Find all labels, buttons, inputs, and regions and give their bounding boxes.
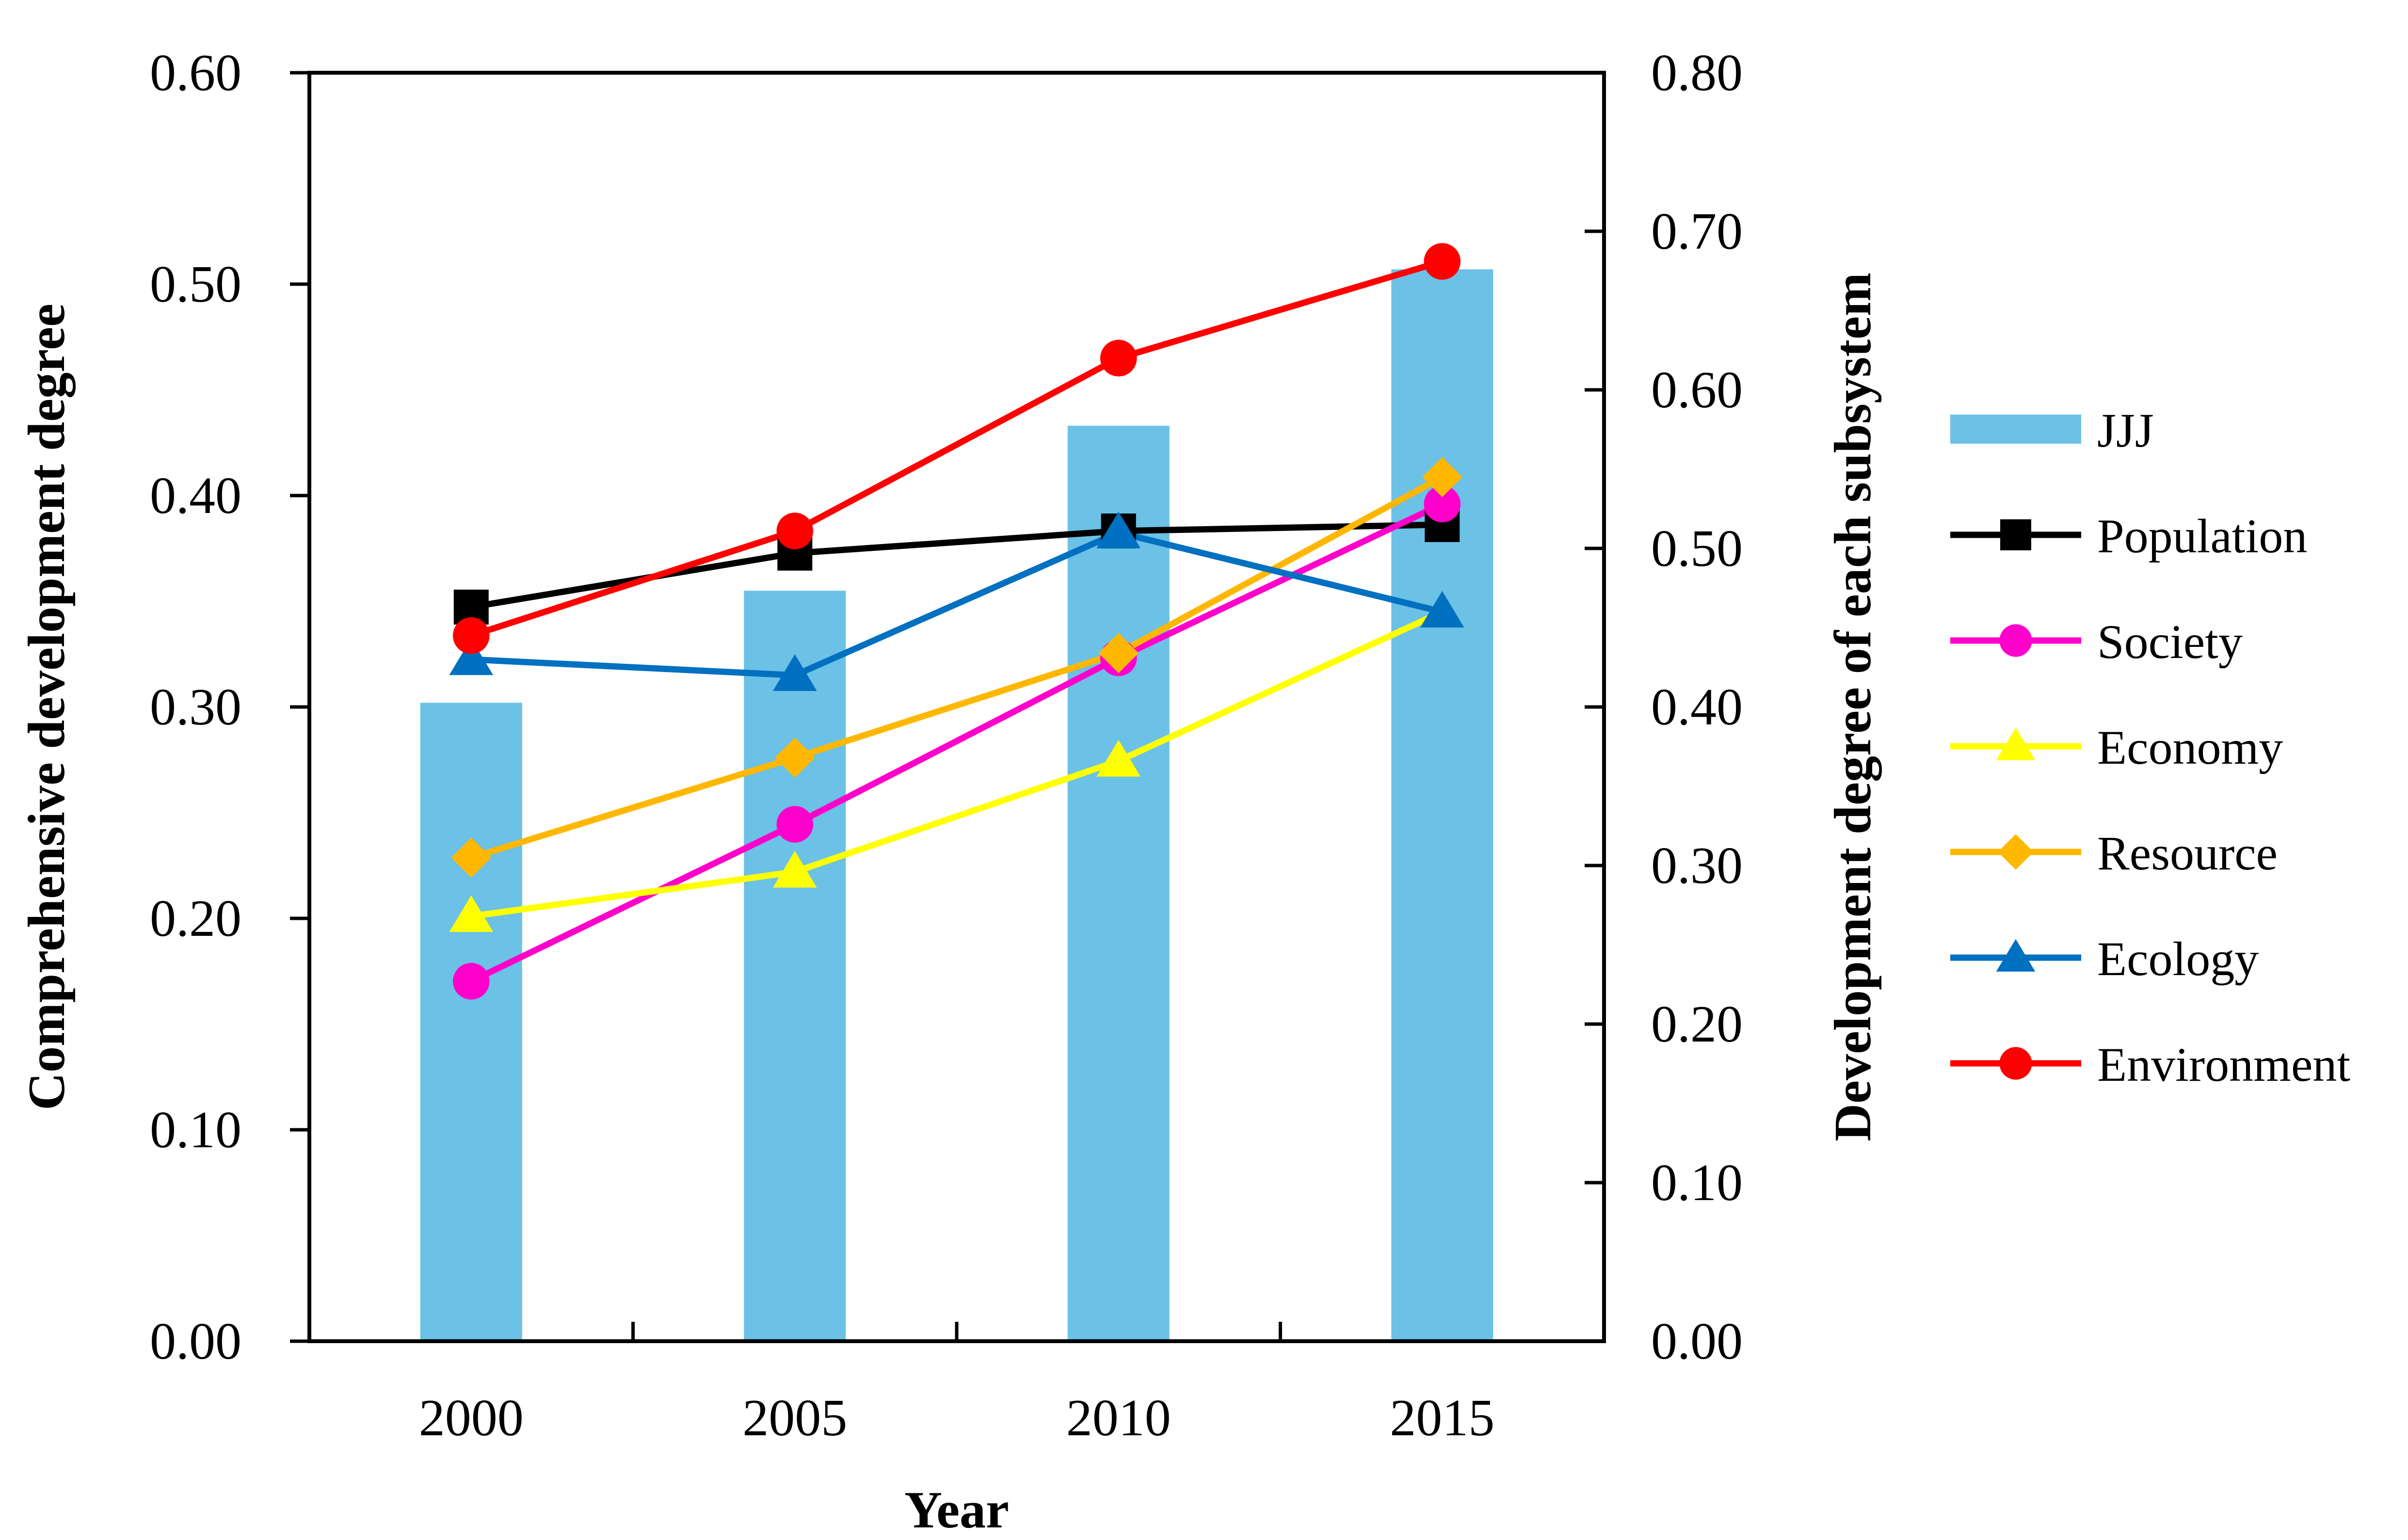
legend-label-economy: Economy	[2097, 721, 2283, 774]
point-ecology-2000	[449, 638, 494, 675]
series-line-ecology	[468, 529, 1445, 679]
lines-layer	[468, 258, 1445, 985]
point-environment-2000	[452, 617, 490, 654]
series-line-economy	[468, 609, 1445, 920]
right-tick-label: 0.00	[1651, 1313, 1743, 1370]
legend: JJJ Population Society Economy Resource Ecolo…	[1950, 403, 2350, 1091]
left-tick-label: 0.20	[150, 890, 241, 947]
bar-jjj-2005	[744, 591, 846, 1341]
point-society-2015	[1424, 485, 1461, 523]
point-environment-2005	[776, 513, 814, 549]
legend-label-ecology: Ecology	[2097, 932, 2259, 986]
point-ecology-2010	[1096, 512, 1141, 548]
right-axis-title: Development degree of each subsystem	[1824, 273, 1882, 1141]
legend-marker-ecology	[1996, 939, 2036, 972]
right-tick-label: 0.70	[1651, 203, 1743, 260]
point-resource-2000	[451, 837, 492, 878]
left-tick-label: 0.60	[150, 44, 241, 102]
legend-label-environment: Environment	[2097, 1038, 2350, 1091]
legend-item-society: Society	[1950, 615, 2243, 669]
left-tick-label: 0.00	[150, 1313, 241, 1370]
legend-marker-environment	[1999, 1047, 2032, 1080]
left-tick-label: 0.40	[150, 467, 241, 525]
labels-layer: 0.00 0.10 0.20 0.30 0.40 0.50 0.60 0.00 0.10 0.20…	[150, 44, 1743, 1447]
legend-item-population: Population	[1950, 509, 2307, 563]
ticks-layer	[290, 71, 1604, 1343]
legend-label-population: Population	[2097, 509, 2307, 563]
legend-marker-population	[2000, 519, 2031, 550]
legend-label-resource: Resource	[2097, 826, 2278, 880]
legend-item-ecology: Ecology	[1950, 932, 2259, 986]
right-tick-label: 0.20	[1651, 995, 1743, 1053]
legend-marker-resource	[1998, 834, 2034, 870]
point-society-2000	[452, 962, 490, 1000]
point-society-2005	[776, 806, 814, 843]
point-environment-2015	[1424, 243, 1461, 280]
point-ecology-2005	[772, 654, 817, 691]
x-tick-label-2000: 2000	[419, 1389, 524, 1447]
right-tick-label: 0.80	[1651, 44, 1743, 102]
point-economy-2005	[772, 850, 817, 888]
right-tick-label: 0.10	[1651, 1154, 1743, 1212]
series-line-population	[468, 521, 1445, 610]
bar-jjj-2000	[420, 703, 522, 1341]
legend-item-resource: Resource	[1950, 826, 2278, 880]
point-resource-2010	[1098, 633, 1139, 674]
left-tick-label: 0.30	[150, 678, 241, 736]
legend-label-jjj: JJJ	[2097, 403, 2154, 457]
point-economy-2000	[449, 895, 494, 932]
markers-layer	[449, 243, 1464, 1000]
legend-item-jjj: JJJ	[1950, 403, 2154, 457]
point-environment-2010	[1100, 339, 1137, 377]
right-tick-label: 0.60	[1651, 361, 1743, 419]
series-line-resource	[468, 474, 1445, 861]
left-axis-title: Comprehensive development degree	[18, 304, 76, 1110]
point-ecology-2015	[1420, 591, 1464, 628]
x-tick-label-2015: 2015	[1390, 1389, 1494, 1447]
bars-layer	[420, 269, 1493, 1341]
x-tick-label-2005: 2005	[742, 1389, 847, 1447]
point-economy-2010	[1096, 739, 1141, 777]
series-line-society	[468, 500, 1445, 985]
series-line-environment	[468, 258, 1445, 639]
left-tick-label: 0.10	[150, 1101, 241, 1159]
bar-jjj-2010	[1067, 426, 1170, 1341]
x-tick-label-2010: 2010	[1066, 1389, 1171, 1447]
right-tick-label: 0.50	[1651, 520, 1743, 578]
point-resource-2015	[1422, 457, 1462, 497]
right-tick-label: 0.40	[1651, 678, 1743, 736]
point-resource-2005	[774, 738, 815, 778]
right-tick-label: 0.30	[1651, 837, 1743, 895]
legend-marker-society	[1999, 624, 2032, 657]
left-tick-label: 0.50	[150, 256, 241, 313]
legend-swatch-jjj	[1950, 415, 2081, 444]
legend-marker-economy	[1996, 727, 2036, 760]
bar-jjj-2015	[1391, 269, 1493, 1341]
legend-item-economy: Economy	[1950, 721, 2283, 774]
x-axis-title: Year	[904, 1481, 1009, 1539]
legend-item-environment: Environment	[1950, 1038, 2350, 1091]
legend-label-society: Society	[2097, 615, 2243, 669]
